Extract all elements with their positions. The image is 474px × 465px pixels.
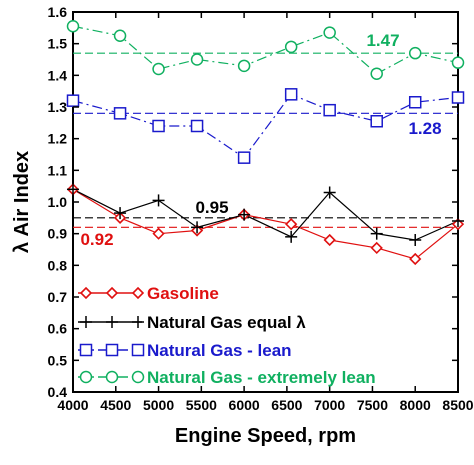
y-tick-label: 1.5	[48, 36, 68, 52]
y-tick-label: 0.5	[48, 352, 68, 368]
series-line-2	[72, 93, 459, 159]
data-point	[452, 215, 464, 227]
data-point	[409, 252, 422, 266]
axis-ticks	[72, 11, 459, 393]
reference-label: 1.28	[408, 119, 441, 138]
data-point	[323, 233, 336, 247]
x-tick-label: 7500	[357, 397, 388, 413]
reference-label: 0.92	[80, 230, 113, 249]
x-tick-label: 5500	[186, 397, 217, 413]
data-point	[370, 115, 383, 128]
legend-label: Natural Gas - extremely lean	[147, 368, 376, 387]
series-lines	[72, 25, 459, 260]
data-point	[237, 151, 251, 164]
data-point	[323, 103, 336, 117]
data-point	[370, 227, 383, 240]
legend-marker	[79, 343, 93, 357]
data-point	[190, 53, 204, 66]
data-point	[323, 26, 336, 39]
x-axis-label: Engine Speed, rpm	[175, 425, 356, 447]
y-tick-label: 1.2	[48, 131, 68, 147]
data-point	[451, 56, 465, 69]
legend-marker	[131, 370, 145, 384]
legend-label: Natural Gas equal λ	[147, 313, 306, 332]
y-tick-label: 1.3	[48, 99, 68, 115]
y-tick-label: 0.7	[48, 289, 68, 305]
legend: Gasoline Natural Gas equal λ Natural Gas -…	[78, 284, 376, 387]
series-line-0	[72, 188, 459, 260]
x-tick-label: 6500	[271, 397, 302, 413]
data-point	[370, 241, 383, 255]
data-point	[152, 62, 165, 76]
y-tick-label: 0.8	[48, 257, 68, 273]
data-point	[66, 94, 80, 107]
data-point	[237, 59, 251, 73]
x-tick-label: 4500	[100, 397, 131, 413]
legend-marker	[105, 343, 119, 357]
legend-marker	[132, 316, 144, 328]
y-tick-label: 0.9	[48, 226, 68, 242]
data-point	[323, 186, 336, 199]
legend-label: Natural Gas - lean	[147, 341, 292, 360]
data-point	[66, 20, 80, 33]
x-tick-label: 4000	[57, 397, 88, 413]
legend-marker	[105, 286, 119, 300]
y-tick-label: 1.6	[48, 4, 68, 20]
x-tick-label: 7000	[314, 397, 345, 413]
legend-label: Gasoline	[147, 284, 219, 303]
legend-marker	[105, 370, 119, 384]
legend-marker	[131, 286, 145, 300]
x-tick-label: 8500	[442, 397, 473, 413]
series-markers	[66, 20, 465, 266]
x-tick-label: 5000	[143, 397, 174, 413]
legend-marker	[79, 370, 93, 384]
tick-labels: 4000 4500 5000 5500 6000 6500 7000 7500 8000 8500…	[48, 4, 474, 413]
data-point	[152, 119, 165, 133]
plot-area	[72, 11, 459, 393]
data-point	[238, 208, 251, 221]
data-point	[408, 96, 422, 109]
data-point	[190, 119, 204, 133]
data-point	[191, 221, 204, 234]
data-point	[285, 230, 298, 243]
data-point	[409, 234, 422, 246]
data-point	[284, 40, 298, 54]
data-point	[152, 194, 165, 207]
reference-labels: 1.47 1.28 0.95 0.92	[80, 31, 441, 249]
data-point	[285, 218, 298, 231]
data-point	[408, 46, 422, 60]
legend-marker	[106, 316, 118, 328]
reference-label: 0.95	[195, 198, 228, 217]
series-line-1	[72, 188, 459, 241]
x-tick-label: 8000	[400, 397, 431, 413]
data-point	[370, 67, 383, 80]
reference-label: 1.47	[366, 31, 399, 50]
y-tick-label: 1.4	[48, 67, 68, 83]
x-tick-label: 6000	[229, 397, 260, 413]
y-tick-label: 0.6	[48, 321, 68, 337]
data-point	[451, 91, 465, 104]
data-point	[67, 183, 79, 196]
data-point	[152, 227, 165, 240]
data-point	[113, 29, 127, 42]
reference-lines	[73, 52, 458, 228]
y-tick-label: 1.1	[48, 162, 68, 178]
data-point	[284, 88, 298, 101]
legend-marker	[79, 286, 93, 300]
y-tick-label: 1.0	[48, 194, 68, 210]
legend-marker	[80, 316, 92, 328]
series-line-3	[72, 25, 459, 75]
y-axis-label: λ Air Index	[11, 151, 33, 253]
y-tick-label: 0.4	[48, 384, 68, 400]
data-point	[114, 207, 127, 220]
legend-marker	[131, 343, 145, 357]
data-point	[113, 107, 127, 120]
